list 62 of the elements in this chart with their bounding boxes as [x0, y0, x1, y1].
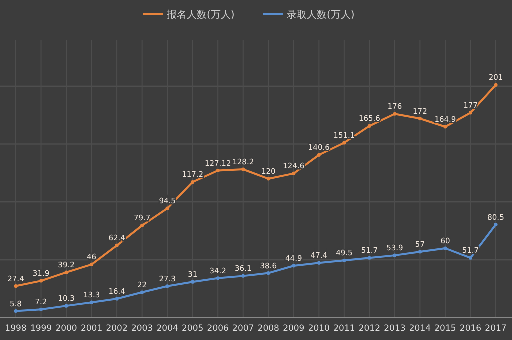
x-tick-label: 2012 — [358, 324, 381, 334]
point — [368, 124, 372, 128]
legend-label: 录取人数(万人) — [287, 10, 355, 21]
x-tick-label: 1998 — [5, 324, 27, 334]
point — [317, 261, 321, 265]
x-tick-label: 2006 — [207, 324, 229, 334]
point — [39, 279, 44, 283]
point — [342, 141, 346, 145]
point — [140, 224, 144, 228]
point — [418, 250, 422, 254]
point — [266, 271, 270, 276]
point — [292, 264, 296, 268]
point — [191, 280, 195, 284]
point — [166, 206, 170, 210]
x-tick-label: 2017 — [485, 324, 507, 334]
point — [39, 308, 44, 312]
point — [494, 222, 498, 227]
point — [242, 168, 246, 172]
point — [444, 125, 448, 129]
x-tick-label: 2014 — [409, 324, 432, 334]
point — [115, 244, 119, 248]
x-tick-label: 2013 — [384, 324, 406, 334]
x-tick-label: 2004 — [156, 324, 178, 334]
point — [191, 180, 195, 184]
x-tick-label: 2001 — [80, 324, 103, 334]
point — [292, 172, 296, 176]
point — [266, 177, 270, 181]
point — [393, 254, 397, 258]
legend-label: 报名人数(万人) — [166, 9, 235, 21]
x-tick-label: 2016 — [460, 324, 482, 334]
x-tick-label: 1999 — [30, 324, 52, 334]
x-tick-label: 2005 — [182, 324, 204, 334]
x-tick-label: 2011 — [334, 324, 356, 334]
x-tick-label: 2010 — [308, 324, 330, 334]
x-tick-label: 2015 — [434, 324, 456, 334]
point — [468, 111, 473, 115]
x-tick-label: 2007 — [232, 324, 254, 334]
x-tick-label: 2003 — [131, 324, 154, 334]
x-tick-label: 2008 — [258, 324, 280, 334]
point — [216, 168, 220, 173]
point — [64, 304, 68, 308]
point — [140, 290, 144, 294]
point — [368, 256, 372, 260]
point — [90, 300, 94, 304]
point — [115, 297, 119, 301]
point — [494, 83, 498, 87]
point — [444, 246, 448, 250]
point — [90, 262, 94, 267]
point — [393, 112, 397, 116]
point — [242, 274, 246, 278]
point — [342, 258, 346, 262]
point — [166, 284, 170, 288]
x-tick-label: 2000 — [56, 324, 78, 334]
point — [468, 256, 473, 260]
x-tick-label: 2002 — [106, 324, 128, 334]
point — [216, 276, 220, 280]
point — [317, 153, 321, 157]
point — [14, 309, 18, 314]
point — [14, 284, 18, 288]
point — [418, 116, 422, 121]
x-tick-label: 2009 — [283, 324, 305, 334]
point — [64, 270, 68, 274]
